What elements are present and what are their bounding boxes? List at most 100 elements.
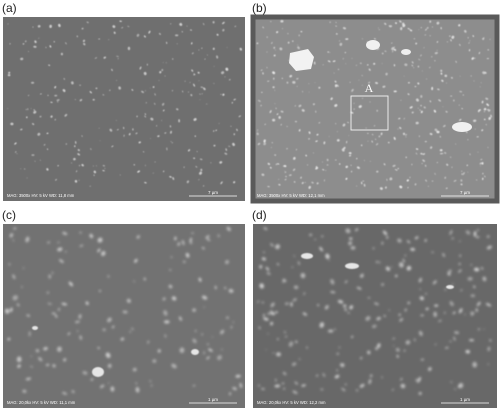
particle — [373, 38, 376, 40]
particle — [420, 314, 424, 317]
particle — [201, 333, 203, 336]
particle — [470, 264, 473, 266]
particle — [107, 382, 110, 384]
particle — [487, 346, 491, 352]
particle — [135, 382, 138, 385]
particle — [391, 178, 393, 180]
particle — [368, 68, 371, 71]
particle — [322, 161, 323, 163]
particle — [303, 292, 306, 296]
particle — [345, 263, 359, 269]
particle — [27, 108, 29, 111]
particle — [461, 170, 463, 172]
particle — [225, 148, 228, 151]
particle — [219, 162, 222, 164]
particle — [360, 181, 363, 185]
particle — [89, 91, 92, 94]
particle — [33, 109, 36, 111]
particle — [348, 135, 350, 136]
particle — [414, 183, 417, 186]
particle — [20, 57, 24, 61]
particle — [442, 124, 446, 128]
particle — [147, 340, 150, 344]
particle — [61, 302, 68, 306]
particle — [20, 128, 23, 131]
particle — [233, 181, 236, 184]
particle — [202, 23, 205, 26]
particle — [380, 132, 383, 136]
particle — [487, 49, 490, 51]
particle — [228, 78, 231, 81]
particle — [161, 68, 164, 72]
particle — [466, 164, 468, 166]
particle — [274, 384, 281, 388]
particle — [45, 363, 50, 367]
particle — [178, 316, 183, 321]
particle — [199, 171, 203, 175]
particle — [487, 109, 491, 112]
particle — [82, 39, 86, 43]
particle — [71, 390, 75, 394]
particle — [383, 315, 386, 317]
particle — [452, 311, 456, 315]
particle — [469, 339, 475, 342]
particle — [336, 84, 339, 87]
particle — [43, 346, 48, 351]
particle — [217, 234, 220, 238]
particle — [74, 145, 76, 148]
particle — [229, 392, 231, 396]
particle — [145, 101, 147, 104]
particle — [395, 347, 400, 352]
particle — [349, 237, 353, 240]
particle — [394, 274, 398, 278]
particle — [75, 170, 78, 173]
particle — [261, 173, 265, 177]
particle — [284, 171, 287, 173]
particle — [481, 100, 484, 104]
particle — [284, 302, 290, 306]
particle — [353, 108, 355, 110]
particle — [169, 269, 172, 271]
particle — [473, 230, 477, 237]
particle — [308, 138, 310, 140]
particle — [278, 116, 281, 119]
particle — [108, 39, 110, 41]
particle — [81, 135, 83, 137]
particle — [295, 340, 298, 344]
particle — [327, 60, 331, 63]
particle — [38, 133, 40, 135]
particle — [328, 259, 330, 262]
particle — [399, 20, 402, 23]
particle — [222, 93, 225, 96]
particle — [190, 42, 193, 45]
particle — [265, 266, 270, 271]
particle — [460, 183, 463, 186]
particle — [78, 179, 80, 181]
particle — [198, 277, 202, 282]
particle — [38, 356, 43, 362]
particle — [367, 297, 371, 299]
particle — [49, 45, 52, 48]
particle — [33, 45, 37, 48]
particle — [195, 329, 197, 333]
particle — [60, 52, 63, 56]
particle — [109, 89, 111, 91]
particle — [449, 229, 453, 236]
particle — [384, 50, 387, 52]
particle — [417, 65, 420, 68]
particle — [363, 183, 366, 187]
particle — [170, 256, 173, 258]
particle — [315, 140, 318, 143]
particle — [274, 154, 277, 156]
particle — [449, 340, 452, 343]
particle — [225, 316, 229, 320]
particle — [202, 185, 205, 187]
particle — [407, 81, 410, 84]
particle — [345, 63, 347, 65]
particle — [364, 160, 365, 161]
particle — [98, 127, 100, 129]
particle — [342, 388, 346, 392]
particle — [459, 254, 462, 257]
particle — [26, 177, 28, 179]
particle — [418, 29, 420, 31]
